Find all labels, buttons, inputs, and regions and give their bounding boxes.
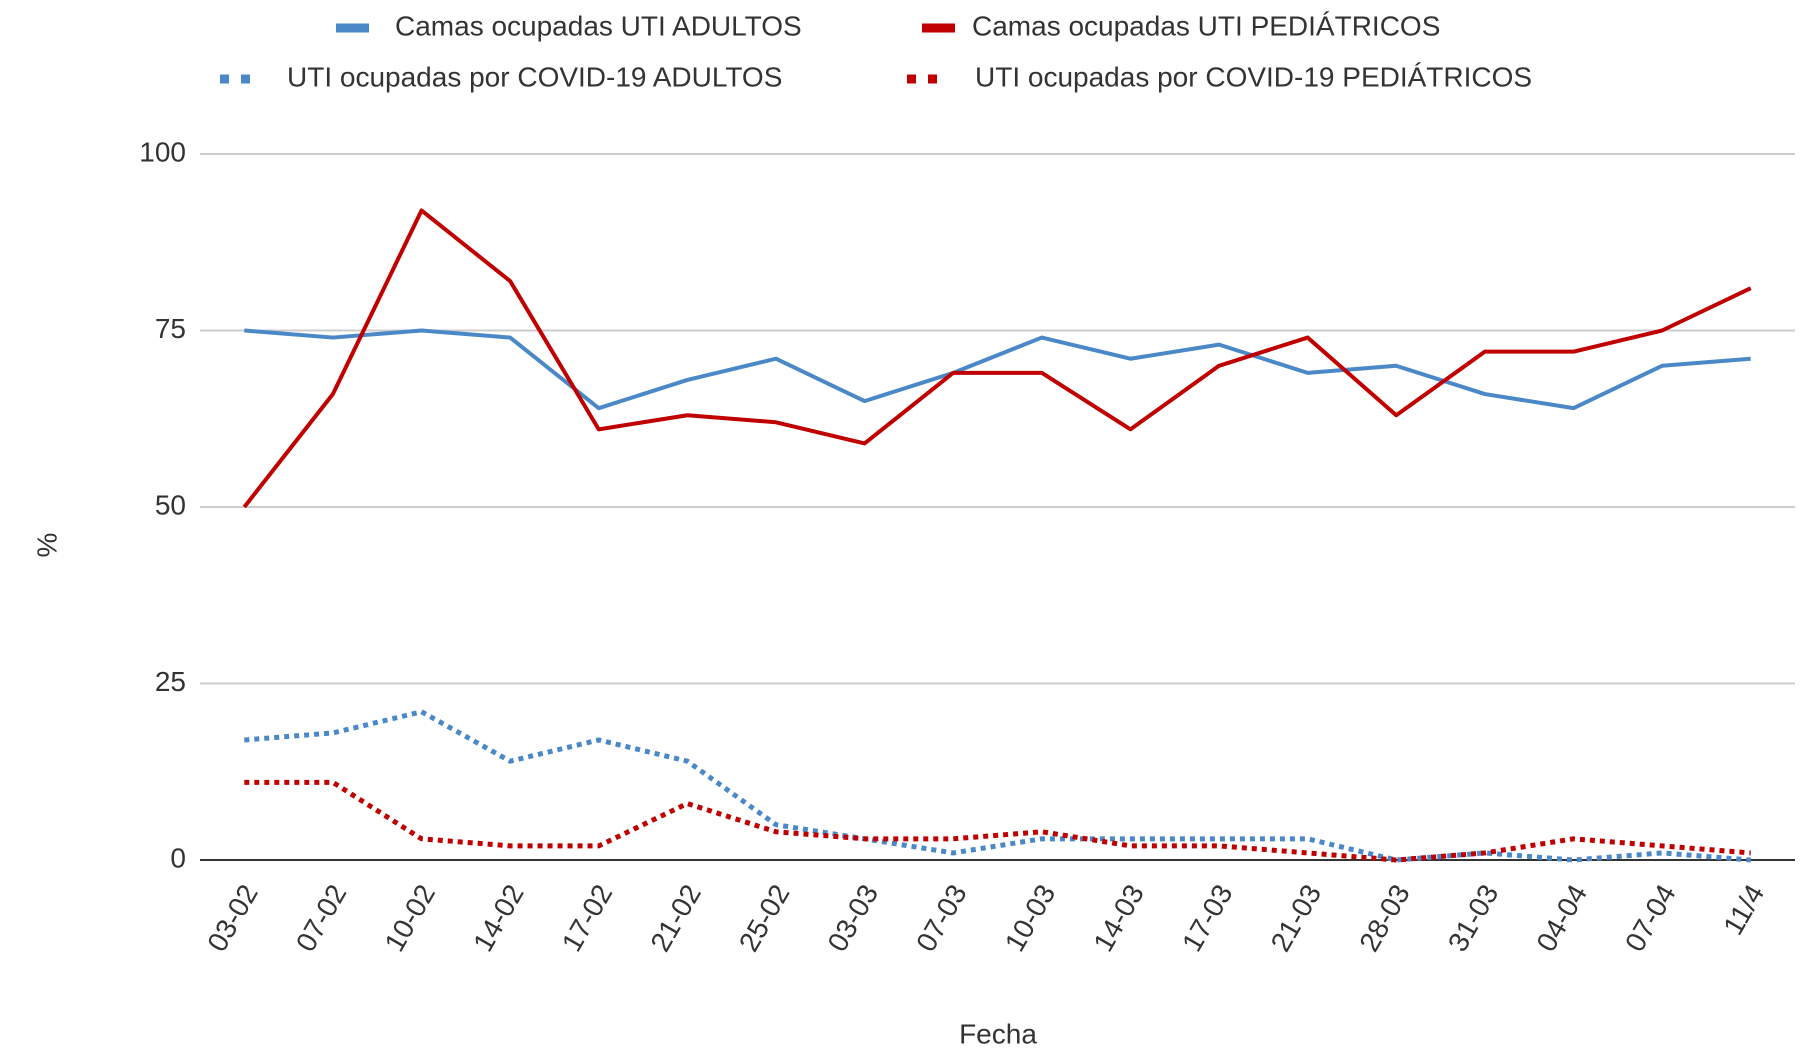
x-tick-label: 03-03 xyxy=(822,879,885,957)
x-tick-label: 10-03 xyxy=(999,879,1062,957)
y-tick-label: 75 xyxy=(155,313,186,344)
x-tick-label: 03-02 xyxy=(201,879,264,957)
x-tick-label: 07-04 xyxy=(1619,879,1682,957)
y-axis-label: % xyxy=(31,533,62,558)
x-tick-label: 07-02 xyxy=(290,879,353,957)
x-tick-label: 21-02 xyxy=(644,879,707,957)
legend-label: Camas ocupadas UTI ADULTOS xyxy=(395,10,802,41)
x-tick-label: 28-03 xyxy=(1353,879,1416,957)
series-line xyxy=(244,779,1751,863)
legend-label: UTI ocupadas por COVID-19 PEDIÁTRICOS xyxy=(975,61,1532,92)
y-tick-label: 25 xyxy=(155,666,186,697)
x-tick-label: 04-04 xyxy=(1530,879,1593,957)
y-tick-label: 0 xyxy=(170,842,186,873)
y-tick-label: 100 xyxy=(139,136,186,167)
x-tick-label: 10-02 xyxy=(378,879,441,957)
x-tick-label: 07-03 xyxy=(910,879,973,957)
x-tick-label: 31-03 xyxy=(1442,879,1505,957)
legend-label: Camas ocupadas UTI PEDIÁTRICOS xyxy=(972,10,1440,41)
y-tick-label: 50 xyxy=(155,489,186,520)
x-tick-label: 17-02 xyxy=(556,879,619,957)
x-tick-label: 21-03 xyxy=(1265,879,1328,957)
x-tick-label: 14-02 xyxy=(467,879,530,957)
series-line xyxy=(242,208,1752,509)
x-tick-label: 11/4 xyxy=(1717,879,1770,940)
series-line xyxy=(244,328,1751,411)
series-line xyxy=(244,709,1751,863)
x-tick-label: 25-02 xyxy=(733,879,796,957)
legend-label: UTI ocupadas por COVID-19 ADULTOS xyxy=(287,61,782,92)
x-axis-label: Fecha xyxy=(959,1018,1037,1049)
x-tick-label: 14-03 xyxy=(1087,879,1150,957)
x-tick-label: 17-03 xyxy=(1176,879,1239,957)
